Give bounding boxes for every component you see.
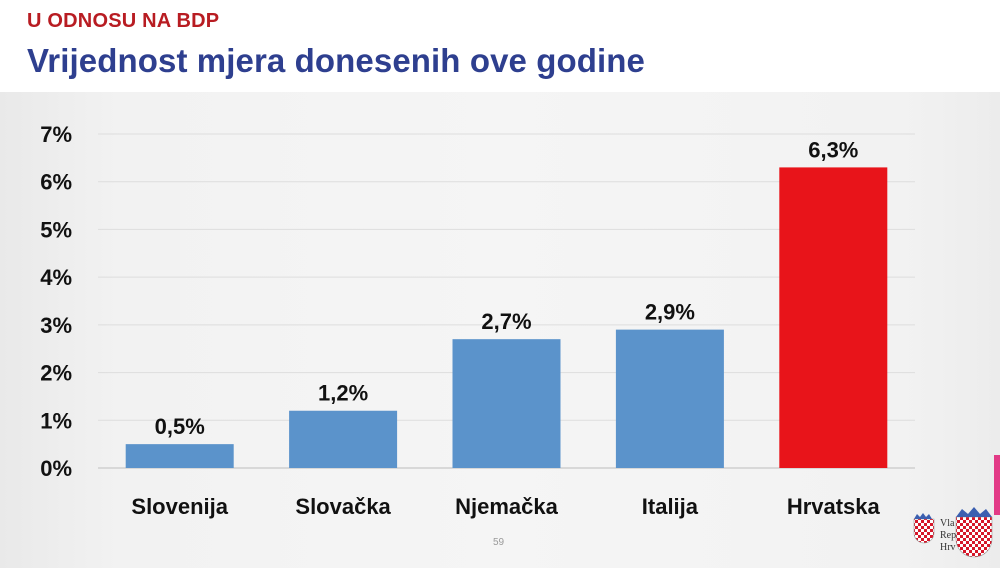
- data-label: 6,3%: [808, 137, 858, 162]
- data-label: 1,2%: [318, 381, 368, 406]
- x-tick-label: Hrvatska: [787, 494, 881, 519]
- government-logo: [912, 505, 1000, 561]
- edge-decoration: [994, 455, 1000, 515]
- croatian-coat-of-arms-icon: [913, 507, 993, 558]
- y-tick-label: 7%: [40, 122, 72, 147]
- bar: [452, 339, 561, 468]
- bar: [779, 167, 888, 468]
- x-tick-label: Slovačka: [295, 494, 391, 519]
- slide-title: Vrijednost mjera donesenih ove godine: [27, 42, 646, 79]
- slide-header: U ODNOSU NA BDP Vrijednost mjera donesen…: [0, 0, 1000, 92]
- data-label: 2,7%: [481, 309, 531, 334]
- y-tick-label: 2%: [40, 361, 72, 386]
- data-label: 0,5%: [155, 414, 205, 439]
- y-tick-label: 1%: [40, 408, 72, 433]
- data-label: 2,9%: [645, 300, 695, 325]
- logo-text-line: Vla: [940, 518, 955, 529]
- logo-text-line: Hrv: [940, 542, 956, 553]
- y-tick-label: 5%: [40, 217, 72, 242]
- x-tick-label: Njemačka: [455, 494, 559, 519]
- x-tick-label: Slovenija: [131, 494, 228, 519]
- slide-overtitle: U ODNOSU NA BDP: [27, 10, 220, 32]
- y-tick-label: 6%: [40, 170, 72, 195]
- logo-text-line: Rep: [940, 530, 957, 541]
- page-number: 59: [493, 537, 505, 548]
- bar: [615, 329, 724, 468]
- bar: [125, 444, 234, 468]
- logo-text: Vla Rep Hrv: [940, 518, 956, 554]
- y-tick-label: 3%: [40, 313, 72, 338]
- bar: [289, 410, 398, 468]
- x-tick-label: Italija: [642, 494, 699, 519]
- y-tick-label: 4%: [40, 265, 72, 290]
- y-tick-label: 0%: [40, 456, 72, 481]
